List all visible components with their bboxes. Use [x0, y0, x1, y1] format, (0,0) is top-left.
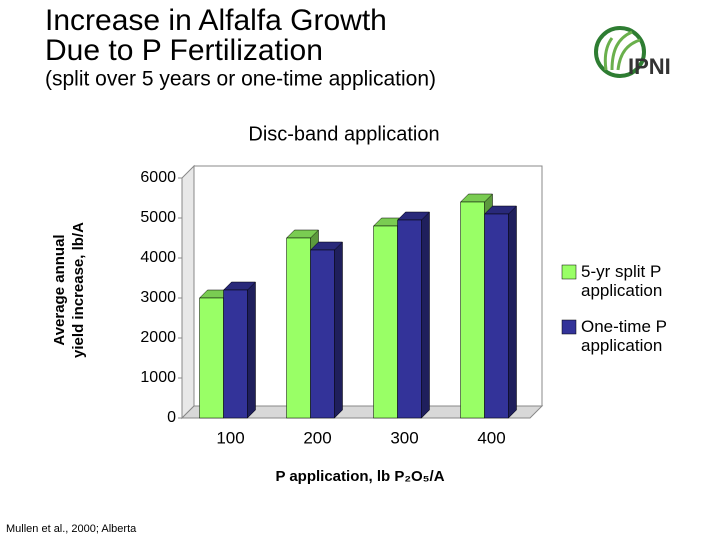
logo-leaves	[603, 30, 641, 71]
legend-swatch	[561, 319, 577, 335]
x-tick-label: 100	[216, 428, 244, 447]
y-axis-label: Average annual	[51, 234, 68, 345]
bar-side	[247, 281, 256, 419]
subtitle: (split over 5 years or one-time applicat…	[45, 68, 436, 91]
bar-side	[334, 241, 343, 419]
bar	[199, 297, 224, 419]
logo-text: IPNI	[628, 54, 671, 79]
y-tick-label: 4000	[140, 249, 176, 266]
footnote: Mullen et al., 2000; Alberta	[6, 523, 137, 535]
bar	[310, 249, 335, 419]
bar	[373, 225, 398, 419]
title-line: Due to P Fertilization	[45, 34, 323, 67]
y-tick-label: 6000	[140, 169, 176, 186]
legend-label: One-time P application	[581, 317, 667, 355]
y-tick-label: 0	[167, 409, 176, 426]
bar	[484, 213, 509, 419]
bar	[286, 237, 311, 419]
y-tick-label: 2000	[140, 329, 176, 346]
bar	[223, 289, 248, 419]
y-axis-label: yield increase, lb/A	[70, 222, 87, 358]
x-tick-label: 300	[390, 428, 418, 447]
legend-swatch	[561, 264, 577, 280]
logo: IPNI	[594, 26, 671, 79]
y-tick-label: 1000	[140, 369, 176, 386]
x-tick-label: 200	[303, 428, 331, 447]
legend-label: 5-yr split P application	[581, 262, 663, 300]
logo-ring	[594, 26, 646, 78]
y-tick-label: 5000	[140, 209, 176, 226]
bar	[460, 201, 485, 419]
y-tick-label: 3000	[140, 289, 176, 306]
bar-side	[508, 205, 517, 419]
bar	[397, 219, 422, 419]
x-tick-label: 400	[477, 428, 505, 447]
side-wall	[181, 164, 195, 420]
x-axis-label: P application, lb P₂O₅/A	[275, 468, 444, 485]
bar-side	[421, 211, 430, 419]
title-line: Increase in Alfalfa Growth	[45, 4, 387, 37]
chart-title: Disc-band application	[248, 123, 439, 145]
